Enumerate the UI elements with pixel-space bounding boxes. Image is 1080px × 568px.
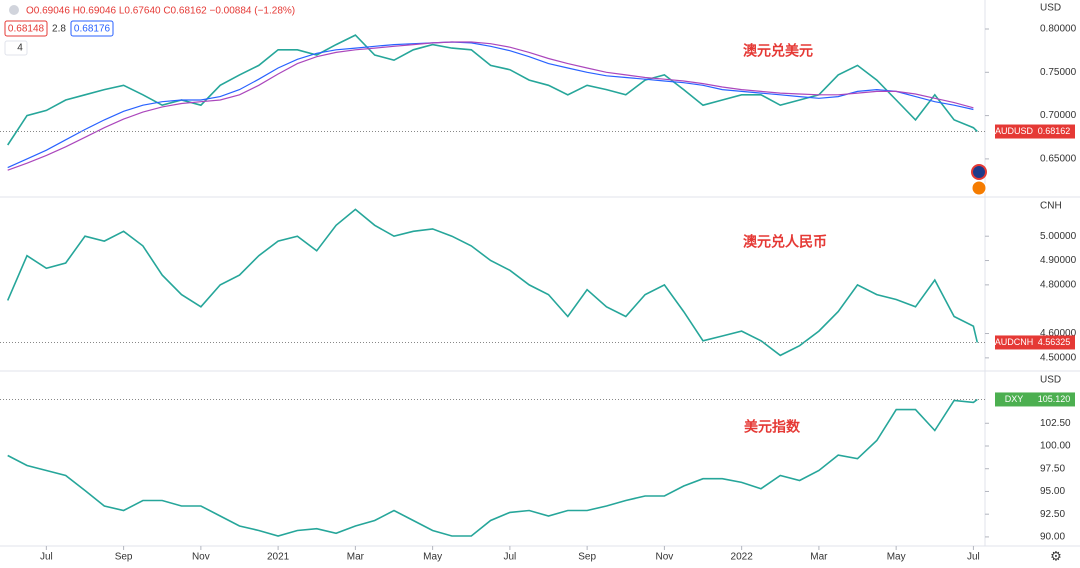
x-tick-label: Sep	[578, 552, 596, 563]
y-tick-label: 4.80000	[1040, 280, 1077, 291]
x-tick-label: Mar	[347, 552, 365, 563]
price-unit: USD	[1040, 375, 1061, 386]
x-tick-label: Jul	[967, 552, 980, 563]
last-symbol: AUDCNH	[995, 337, 1034, 347]
bid-box	[4, 20, 48, 37]
x-tick-label: Jul	[40, 552, 53, 563]
last-symbol: AUDUSD	[995, 126, 1034, 136]
y-tick-label: 90.00	[1040, 532, 1065, 543]
settings-icon[interactable]: ⚙	[1050, 548, 1062, 563]
last-price-tag	[995, 124, 1075, 139]
x-tick-label: Sep	[115, 552, 133, 563]
spread: 2.8	[52, 24, 66, 35]
x-tick-label: 2021	[267, 552, 290, 563]
y-tick-label: 0.80000	[1040, 24, 1077, 35]
indicator-toggle[interactable]	[4, 40, 28, 56]
last-price-tag	[995, 335, 1075, 350]
y-tick-label: 0.75000	[1040, 67, 1077, 78]
x-tick-label: Nov	[655, 552, 673, 563]
price-unit: CNH	[1040, 201, 1062, 212]
moving-average	[7, 41, 974, 169]
symbol-icon	[9, 5, 19, 15]
x-tick-label: 2022	[731, 552, 754, 563]
ask-price: 0.68176	[74, 24, 111, 35]
x-tick-label: Jul	[503, 552, 516, 563]
x-tick-label: May	[423, 552, 442, 563]
y-tick-label: 95.00	[1040, 486, 1065, 497]
price-line	[6, 208, 979, 357]
last-price: 4.56325	[1038, 337, 1071, 347]
pane-title: 澳元兑美元	[743, 43, 813, 59]
y-tick-label: 92.50	[1040, 509, 1065, 520]
x-tick-label: Mar	[810, 552, 828, 563]
moving-average	[7, 41, 974, 171]
ask-box	[70, 20, 114, 37]
x-tick-label: May	[887, 552, 906, 563]
y-tick-label: 0.70000	[1040, 110, 1077, 121]
y-tick-label: 4.90000	[1040, 255, 1077, 266]
y-tick-label: 0.65000	[1040, 154, 1077, 165]
bid-price: 0.68148	[8, 24, 45, 35]
y-tick-label: 4.50000	[1040, 353, 1077, 364]
price-line	[7, 398, 978, 537]
ohlc-legend: O0.69046 H0.69046 L0.67640 C0.68162 −0.0…	[26, 6, 295, 17]
au-flag-icon	[971, 164, 987, 180]
y-tick-label: 97.50	[1040, 463, 1065, 474]
pane-title: 美元指数	[744, 419, 801, 435]
y-tick-label: 102.50	[1040, 418, 1071, 429]
last-symbol: DXY	[1005, 394, 1024, 404]
y-tick-label: 5.00000	[1040, 231, 1077, 242]
last-price-tag	[995, 392, 1075, 407]
y-tick-label: 4.60000	[1040, 328, 1077, 339]
last-price: 105.120	[1038, 394, 1071, 404]
price-unit: USD	[1040, 3, 1061, 14]
y-tick-label: 100.00	[1040, 441, 1071, 452]
last-price: 0.68162	[1038, 126, 1071, 136]
pane-title: 澳元兑人民币	[743, 234, 827, 250]
x-tick-label: Nov	[192, 552, 210, 563]
indicator-count: 4	[17, 43, 23, 54]
us-flag-icon	[971, 180, 987, 196]
price-line	[7, 34, 978, 146]
